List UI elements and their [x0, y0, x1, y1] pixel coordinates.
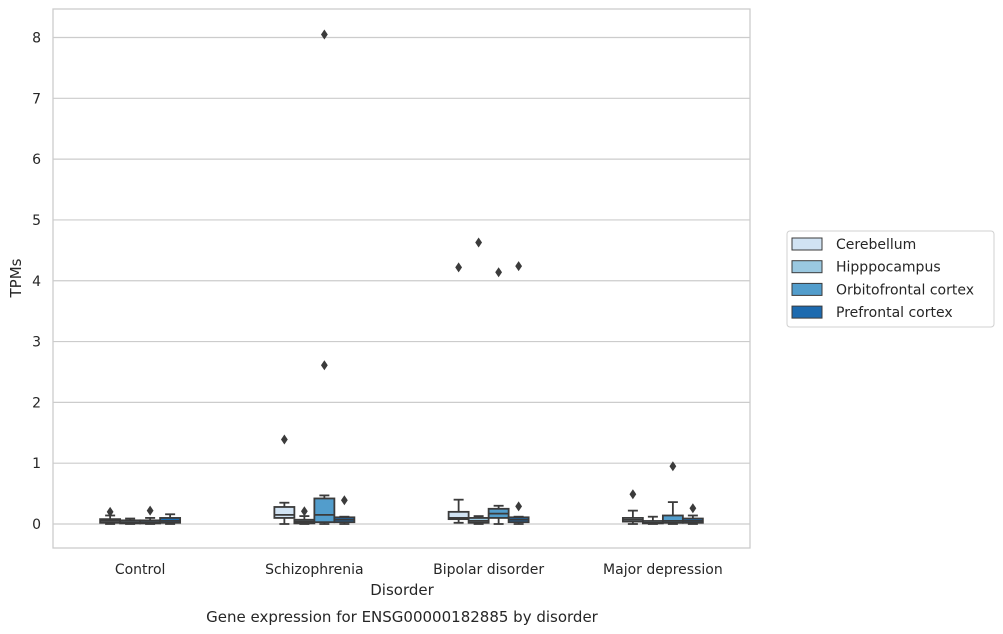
- legend-frame: [786, 230, 995, 328]
- legend-swatch: [791, 305, 823, 319]
- x-axis-label: Disorder: [370, 581, 434, 599]
- y-tick-label: 7: [32, 91, 41, 107]
- y-tick-label: 4: [32, 274, 41, 290]
- x-tick-label: Schizophrenia: [265, 562, 363, 578]
- plot-frame: [52, 8, 751, 549]
- box-iqr: [447, 510, 470, 521]
- x-tick-label: Major depression: [603, 562, 723, 578]
- outlier-point: [300, 506, 308, 517]
- y-ticks: 0 1 2 3 4 5 6 7 8: [32, 31, 41, 534]
- y-tick-label: 6: [32, 152, 41, 168]
- outlier-point: [455, 262, 463, 273]
- box-plot: [621, 489, 644, 525]
- boxes: [99, 29, 704, 525]
- y-axis-label: TPMs: [7, 258, 25, 298]
- y-tick-label: 3: [32, 335, 41, 351]
- box-plot: [273, 434, 296, 525]
- y-tick-label: 0: [32, 517, 41, 533]
- outlier-point: [689, 503, 697, 514]
- y-tick-label: 2: [32, 395, 41, 411]
- y-tick-label: 8: [32, 31, 41, 47]
- x-tick-label: Bipolar disorder: [433, 562, 544, 578]
- chart-caption: Gene expression for ENSG00000182885 by d…: [206, 608, 599, 626]
- box-plot: [641, 515, 664, 525]
- box-plot: [159, 513, 182, 525]
- outlier-point: [280, 434, 288, 445]
- x-ticks: Control Schizophrenia Bipolar disorder Majo…: [115, 562, 723, 578]
- outlier-point: [515, 501, 523, 512]
- legend-label: Orbitofrontal cortex: [836, 282, 974, 298]
- box-plot: [99, 506, 122, 525]
- box-iqr: [273, 506, 296, 519]
- legend: Cerebellum Hipppocampus Orbitofrontal cort…: [786, 230, 995, 328]
- outlier-point: [515, 261, 523, 272]
- box-plot: [139, 505, 162, 525]
- outlier-point: [475, 237, 483, 248]
- outlier-point: [320, 29, 328, 40]
- legend-swatch: [791, 260, 823, 274]
- outlier-point: [669, 461, 677, 472]
- outlier-point: [340, 495, 348, 506]
- outlier-point: [320, 360, 328, 371]
- x-tick-label: Control: [115, 562, 166, 578]
- legend-label: Hipppocampus: [836, 260, 941, 276]
- box-plot: [467, 237, 490, 525]
- legend-label: Prefrontal cortex: [836, 305, 953, 321]
- box-plot: [681, 503, 704, 525]
- legend-swatch: [791, 237, 823, 251]
- box-plot: [487, 267, 510, 525]
- legend-swatch: [791, 282, 823, 296]
- legend-label: Cerebellum: [836, 237, 916, 253]
- box-iqr: [313, 497, 336, 524]
- y-tick-label: 1: [32, 456, 41, 472]
- box-plot: [333, 495, 356, 525]
- outlier-point: [146, 505, 154, 516]
- outlier-point: [495, 267, 503, 278]
- box-plot: [507, 261, 530, 525]
- outlier-point: [629, 489, 637, 500]
- y-tick-label: 5: [32, 213, 41, 229]
- box-plot: [447, 262, 470, 524]
- outlier-point: [106, 506, 114, 517]
- box-plot: [313, 29, 336, 525]
